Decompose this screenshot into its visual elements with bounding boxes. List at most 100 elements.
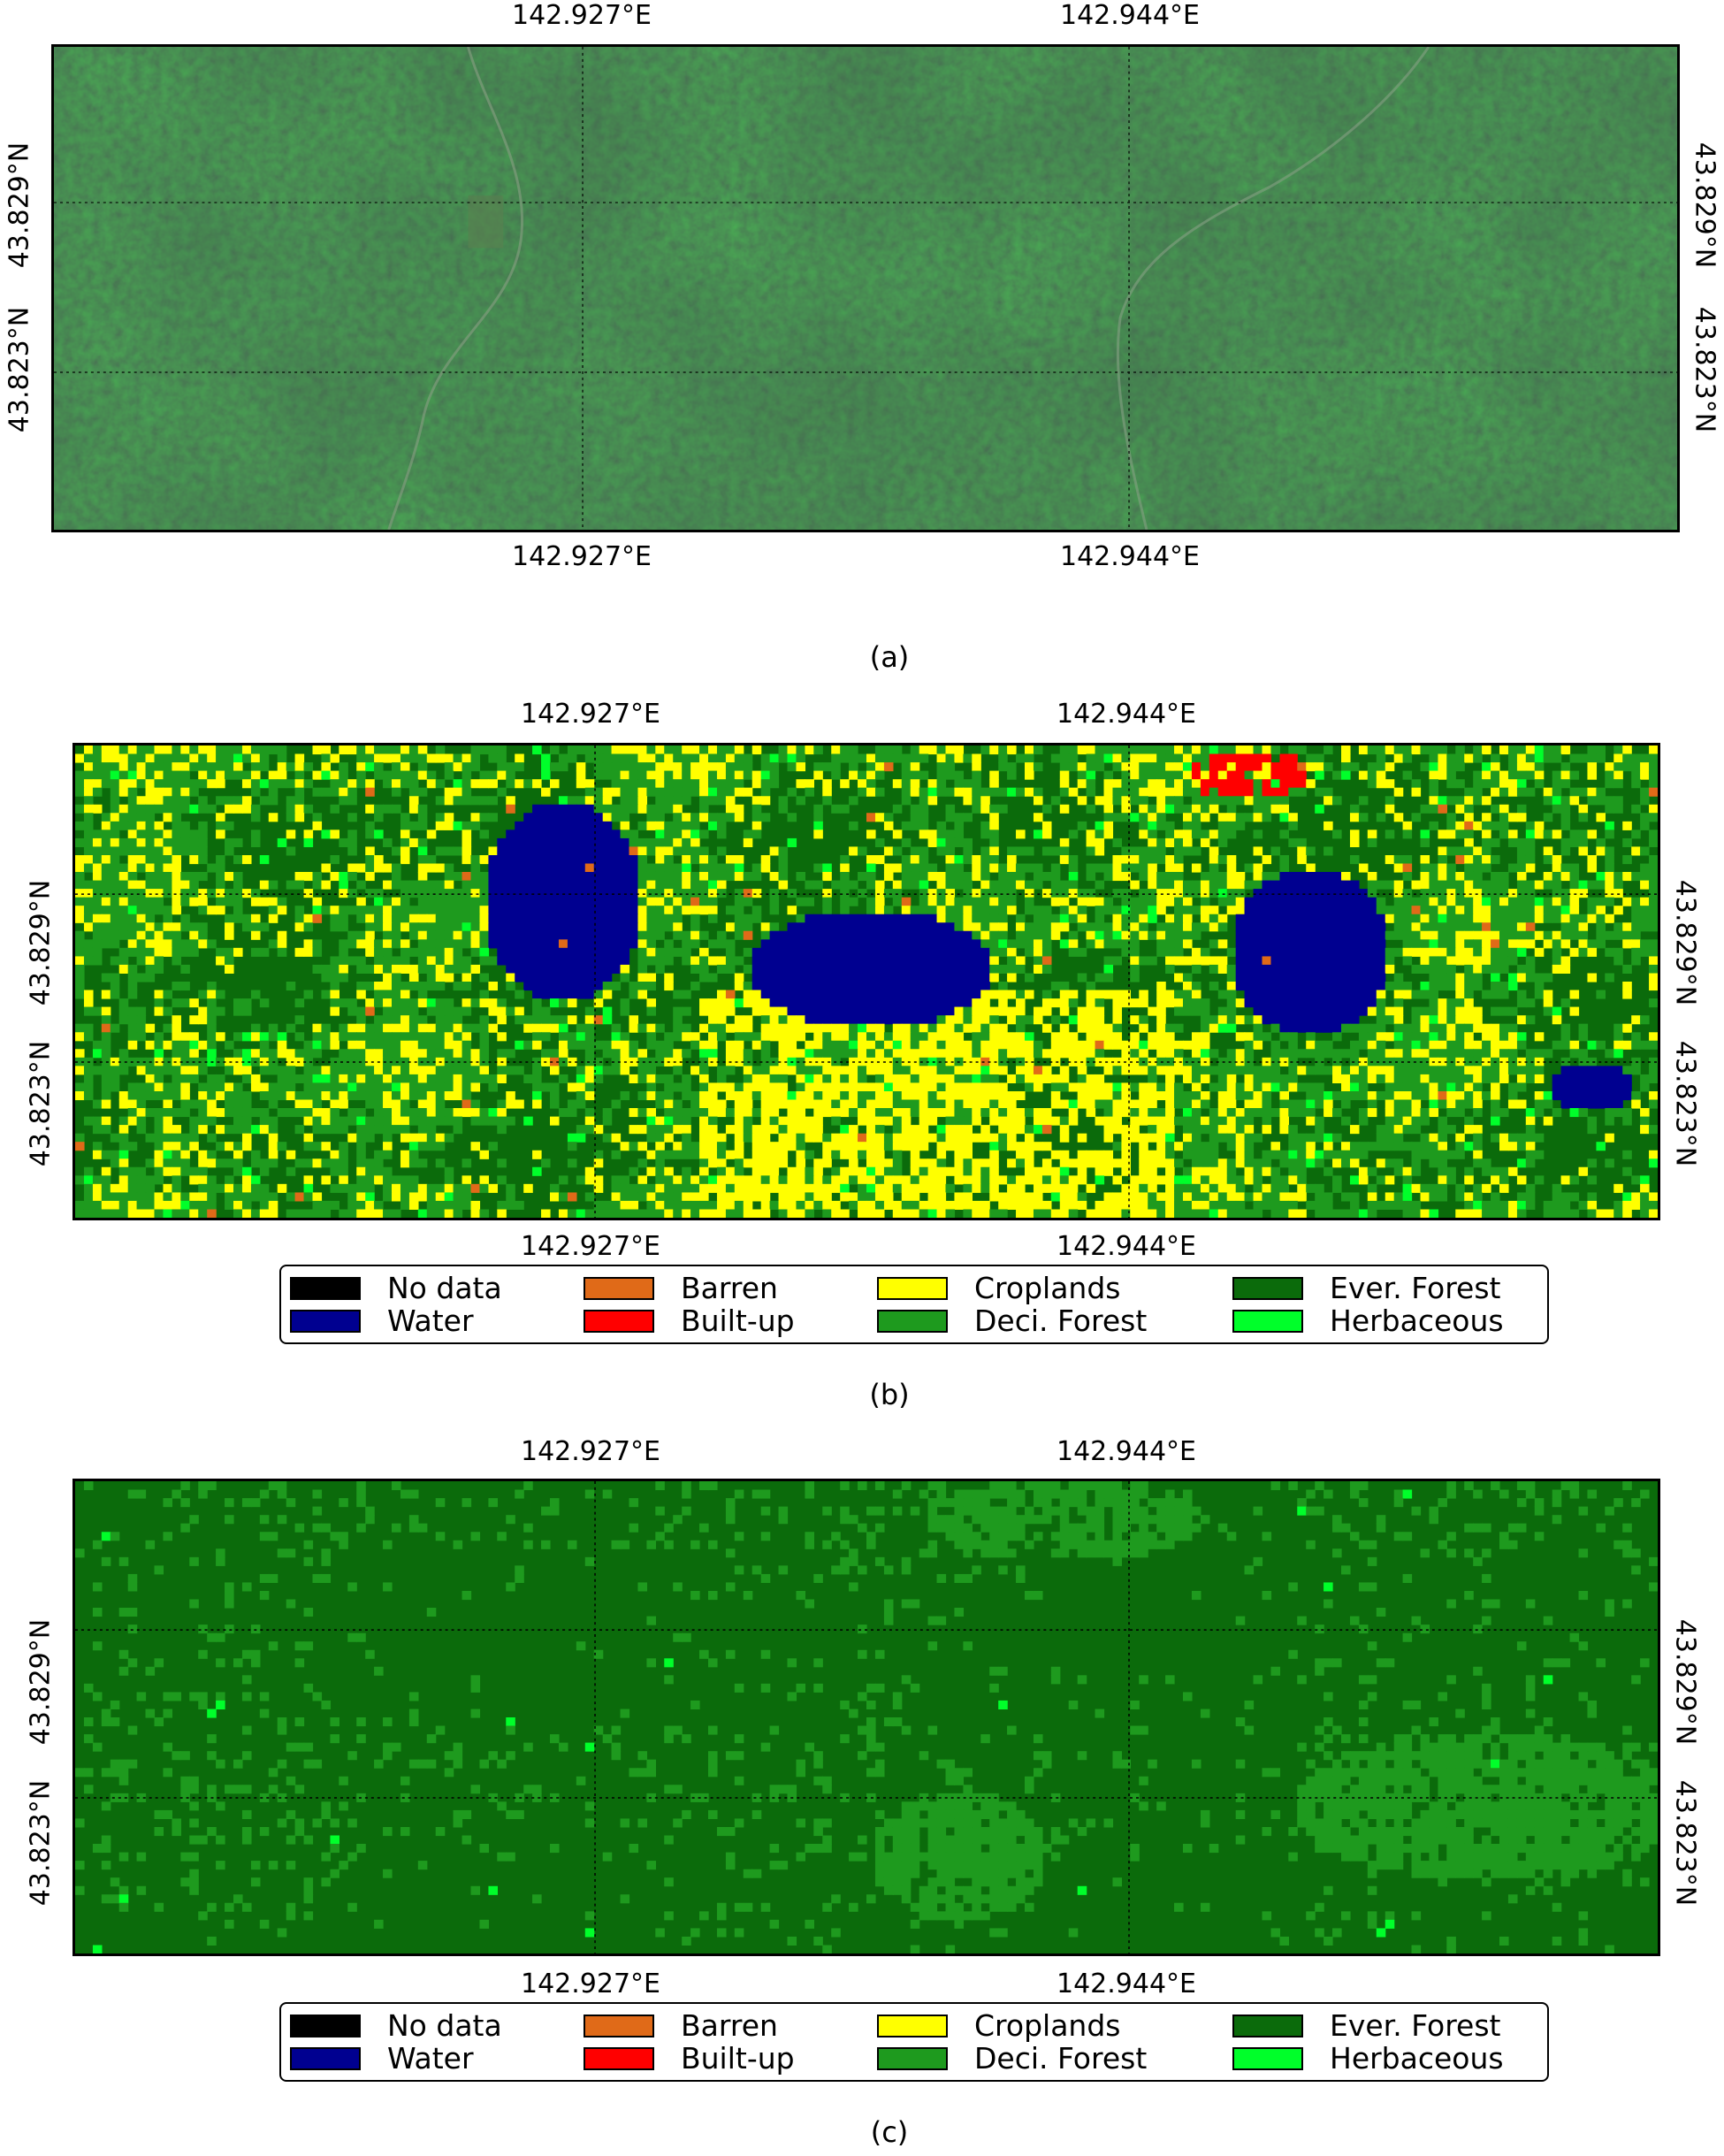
map-b-cell (1324, 998, 1333, 1008)
map-b-cell (725, 863, 736, 873)
map-b-cell (1217, 1015, 1228, 1025)
map-b-cell (1112, 753, 1123, 763)
map-b-cell (751, 990, 762, 999)
map-b-cell (1464, 964, 1474, 975)
map-b-cell (743, 964, 753, 975)
map-b-cell (972, 787, 981, 797)
map-b-cell (110, 787, 120, 797)
map-b-cell (751, 1074, 762, 1084)
map-b-cell (1033, 906, 1043, 915)
map-b-cell (699, 1057, 709, 1067)
map-b-cell (629, 914, 639, 923)
map-b-cell (312, 770, 323, 780)
map-b-cell (1183, 1040, 1193, 1050)
map-b-cell (172, 947, 181, 957)
map-b-cell (664, 1049, 674, 1059)
map-b-cell (1183, 930, 1193, 940)
map-b-cell (664, 821, 674, 830)
map-b-cell (216, 897, 225, 906)
map-b-cell (488, 779, 498, 789)
map-b-cell (963, 1057, 973, 1067)
map-b-cell (532, 939, 542, 949)
map-b-cell (1103, 939, 1114, 949)
map-b-cell (593, 1040, 604, 1050)
map-b-cell (1059, 855, 1070, 865)
map-b-cell (1174, 1057, 1184, 1067)
map-b-cell (716, 779, 727, 789)
map-b-cell (708, 906, 718, 915)
map-b-cell (787, 762, 797, 772)
map-b-cell (1324, 982, 1333, 991)
map-b-cell (268, 745, 278, 755)
map-b-cell (796, 1066, 806, 1075)
map-b-cell (910, 906, 920, 915)
map-b-cell (1156, 982, 1166, 991)
map-b-cell (180, 846, 190, 856)
map-b-cell (1183, 939, 1193, 949)
map-b-cell (1025, 753, 1034, 763)
map-b-cell (118, 813, 129, 822)
map-b-cell (849, 939, 858, 949)
map-b-cell (83, 1032, 94, 1042)
map-b-cell (822, 973, 832, 982)
map-b-cell (945, 964, 956, 975)
map-b-cell (1552, 1015, 1562, 1025)
map-b-cell (760, 1015, 771, 1025)
map-b-cell (1068, 998, 1079, 1008)
map-b-cell (743, 897, 753, 906)
map-b-cell (760, 855, 771, 865)
map-b-cell (303, 1066, 314, 1075)
map-b-cell (567, 1040, 577, 1050)
map-b-cell (1491, 973, 1500, 982)
map-b-cell (408, 914, 419, 923)
map-b-cell (945, 1040, 956, 1050)
map-b-cell (699, 1049, 709, 1059)
map-b-cell (154, 990, 164, 999)
map-b-cell (892, 914, 903, 923)
map-b-cell (1086, 930, 1096, 940)
map-b-cell (1367, 770, 1377, 780)
map-b-cell (849, 770, 858, 780)
map-b-cell (444, 1015, 454, 1025)
map-b-cell (1507, 914, 1518, 923)
map-b-cell (189, 939, 199, 949)
map-b-cell (813, 1006, 823, 1016)
map-b-cell (444, 880, 454, 890)
map-b-cell (207, 1074, 217, 1084)
map-b-cell (1349, 837, 1360, 848)
map-b-cell (1148, 813, 1157, 822)
map-b-cell (629, 745, 639, 755)
map-b-cell (303, 837, 314, 848)
map-b-cell (998, 982, 1008, 991)
map-b-cell (637, 863, 648, 873)
map-b-cell (1059, 998, 1070, 1008)
map-b-cell (145, 880, 156, 890)
map-b-cell (347, 1023, 357, 1033)
map-b-cell (963, 998, 973, 1008)
map-b-cell (972, 973, 981, 982)
map-b-cell (1605, 779, 1614, 789)
map-b-cell (690, 787, 700, 797)
map-b-cell (479, 871, 490, 882)
map-b-cell (1324, 745, 1333, 755)
map-b-cell (1525, 973, 1536, 982)
map-b-cell (620, 863, 630, 873)
map-b-cell (207, 1023, 217, 1033)
map-b-cell (1569, 787, 1580, 797)
top-lon-label-2: 142.944°E (1059, 0, 1201, 31)
map-b-cell (716, 1032, 727, 1042)
map-b-cell (1587, 1040, 1598, 1050)
map-b-cell (259, 753, 270, 763)
map-b-cell (567, 973, 577, 982)
map-b-cell (963, 1049, 973, 1059)
map-b-cell (1200, 906, 1210, 915)
map-b-cell (796, 947, 806, 957)
map-b-cell (980, 930, 990, 940)
map-b-cell (1482, 770, 1491, 780)
map-b-cell (462, 846, 472, 856)
map-b-cell (840, 990, 850, 999)
map-b-cell (339, 973, 348, 982)
map-b-cell (593, 787, 604, 797)
map-b-cell (1420, 1023, 1430, 1033)
map-b-cell (743, 889, 753, 898)
